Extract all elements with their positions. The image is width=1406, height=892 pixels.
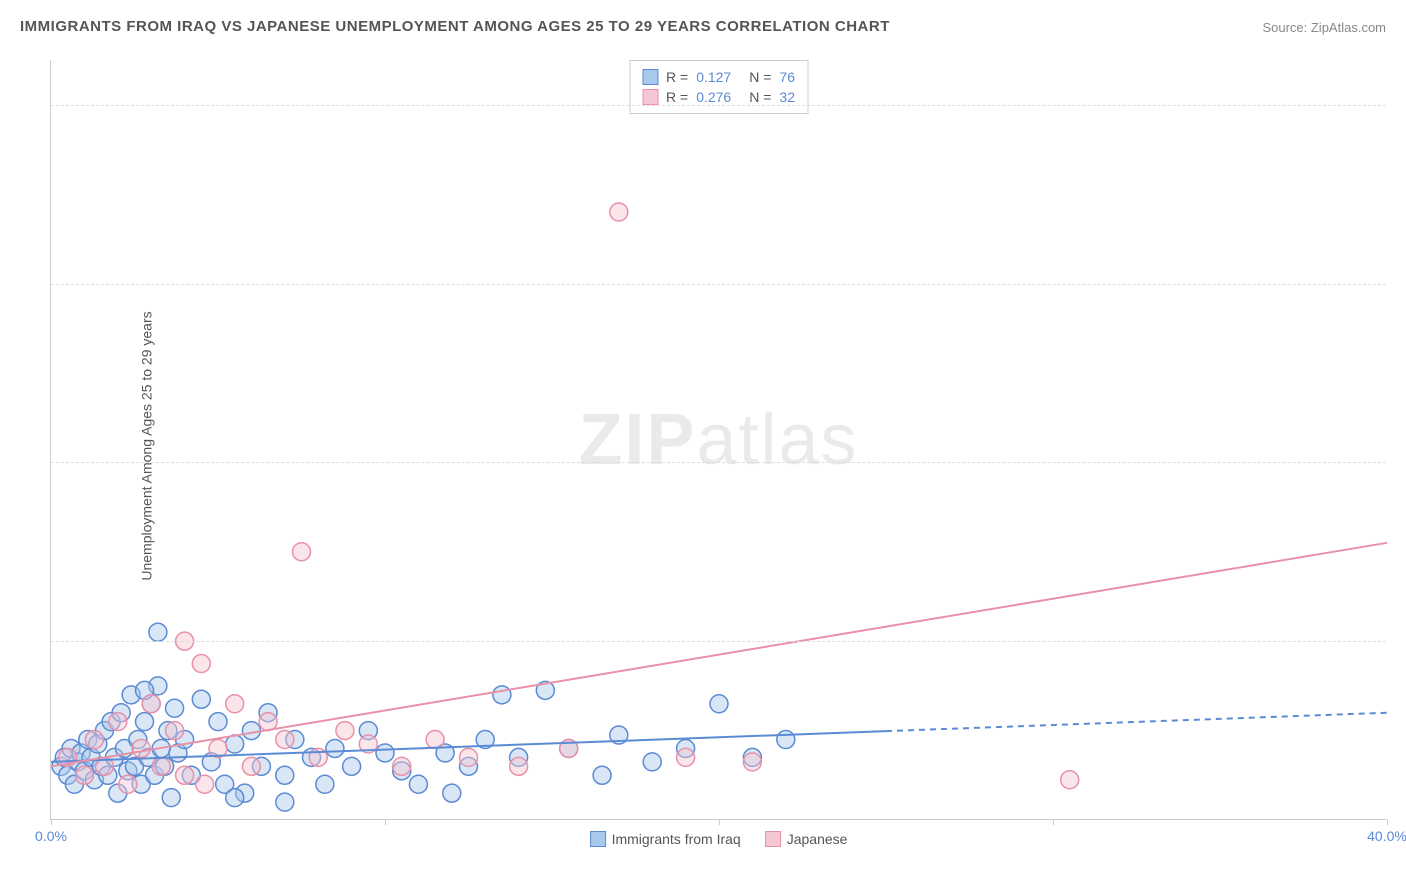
gridline xyxy=(51,462,1386,463)
x-tick xyxy=(1387,819,1388,825)
legend-correlation: R = 0.127 N = 76 R = 0.276 N = 32 xyxy=(629,60,808,114)
legend-swatch xyxy=(590,831,606,847)
scatter-point xyxy=(152,757,170,775)
legend-r-label: R = xyxy=(666,69,688,85)
scatter-point xyxy=(510,757,528,775)
scatter-point xyxy=(743,753,761,771)
scatter-point xyxy=(426,731,444,749)
scatter-point xyxy=(136,713,154,731)
scatter-point xyxy=(166,699,184,717)
gridline xyxy=(51,641,1386,642)
gridline xyxy=(51,105,1386,106)
scatter-point xyxy=(293,543,311,561)
scatter-point xyxy=(226,695,244,713)
trend-line xyxy=(51,543,1387,767)
scatter-point xyxy=(326,739,344,757)
scatter-point xyxy=(149,623,167,641)
trend-line-dashed xyxy=(886,713,1387,731)
y-tick-label: 20.0% xyxy=(1391,633,1406,649)
x-tick-label: 40.0% xyxy=(1367,828,1406,844)
scatter-point xyxy=(276,766,294,784)
scatter-point xyxy=(393,757,411,775)
scatter-point xyxy=(409,775,427,793)
x-tick xyxy=(51,819,52,825)
scatter-point xyxy=(109,713,127,731)
legend-swatch xyxy=(642,69,658,85)
scatter-point xyxy=(209,713,227,731)
gridline xyxy=(51,284,1386,285)
scatter-point xyxy=(343,757,361,775)
scatter-point xyxy=(376,744,394,762)
legend-r-value: 0.276 xyxy=(696,89,731,105)
legend-correlation-row: R = 0.127 N = 76 xyxy=(642,67,795,87)
scatter-point xyxy=(710,695,728,713)
legend-n-label: N = xyxy=(749,89,771,105)
scatter-point xyxy=(166,722,184,740)
legend-n-label: N = xyxy=(749,69,771,85)
legend-series-label: Japanese xyxy=(787,831,848,847)
scatter-point xyxy=(226,789,244,807)
scatter-point xyxy=(75,766,93,784)
legend-r-value: 0.127 xyxy=(696,69,731,85)
scatter-point xyxy=(192,655,210,673)
scatter-point xyxy=(593,766,611,784)
scatter-point xyxy=(132,739,150,757)
y-tick-label: 40.0% xyxy=(1391,454,1406,470)
scatter-point xyxy=(242,757,260,775)
legend-series: Immigrants from Iraq Japanese xyxy=(590,831,848,847)
y-tick-label: 80.0% xyxy=(1391,97,1406,113)
scatter-point xyxy=(460,748,478,766)
scatter-point xyxy=(276,731,294,749)
scatter-point xyxy=(259,713,277,731)
scatter-point xyxy=(677,748,695,766)
legend-swatch xyxy=(642,89,658,105)
scatter-point xyxy=(192,690,210,708)
legend-series-item: Japanese xyxy=(765,831,848,847)
scatter-point xyxy=(1061,771,1079,789)
legend-r-label: R = xyxy=(666,89,688,105)
scatter-point xyxy=(276,793,294,811)
legend-series-label: Immigrants from Iraq xyxy=(612,831,741,847)
scatter-point xyxy=(176,766,194,784)
plot-area: ZIPatlas R =0.127N =76R =0.276N =32 Immi… xyxy=(50,60,1386,820)
plot-svg xyxy=(51,60,1386,819)
scatter-point xyxy=(142,695,160,713)
scatter-point xyxy=(336,722,354,740)
x-tick xyxy=(385,819,386,825)
x-tick xyxy=(1053,819,1054,825)
legend-n-value: 32 xyxy=(779,89,795,105)
x-tick xyxy=(719,819,720,825)
legend-series-item: Immigrants from Iraq xyxy=(590,831,741,847)
scatter-point xyxy=(493,686,511,704)
scatter-point xyxy=(777,731,795,749)
x-tick-label: 0.0% xyxy=(35,828,67,844)
scatter-point xyxy=(226,735,244,753)
scatter-point xyxy=(242,722,260,740)
legend-swatch xyxy=(765,831,781,847)
scatter-point xyxy=(119,775,137,793)
chart-title: IMMIGRANTS FROM IRAQ VS JAPANESE UNEMPLO… xyxy=(20,18,890,35)
source-label: Source: ZipAtlas.com xyxy=(1262,20,1386,35)
scatter-point xyxy=(643,753,661,771)
scatter-point xyxy=(443,784,461,802)
scatter-point xyxy=(316,775,334,793)
scatter-point xyxy=(162,789,180,807)
legend-n-value: 76 xyxy=(779,69,795,85)
scatter-point xyxy=(85,731,103,749)
scatter-point xyxy=(196,775,214,793)
scatter-point xyxy=(610,203,628,221)
y-tick-label: 60.0% xyxy=(1391,276,1406,292)
